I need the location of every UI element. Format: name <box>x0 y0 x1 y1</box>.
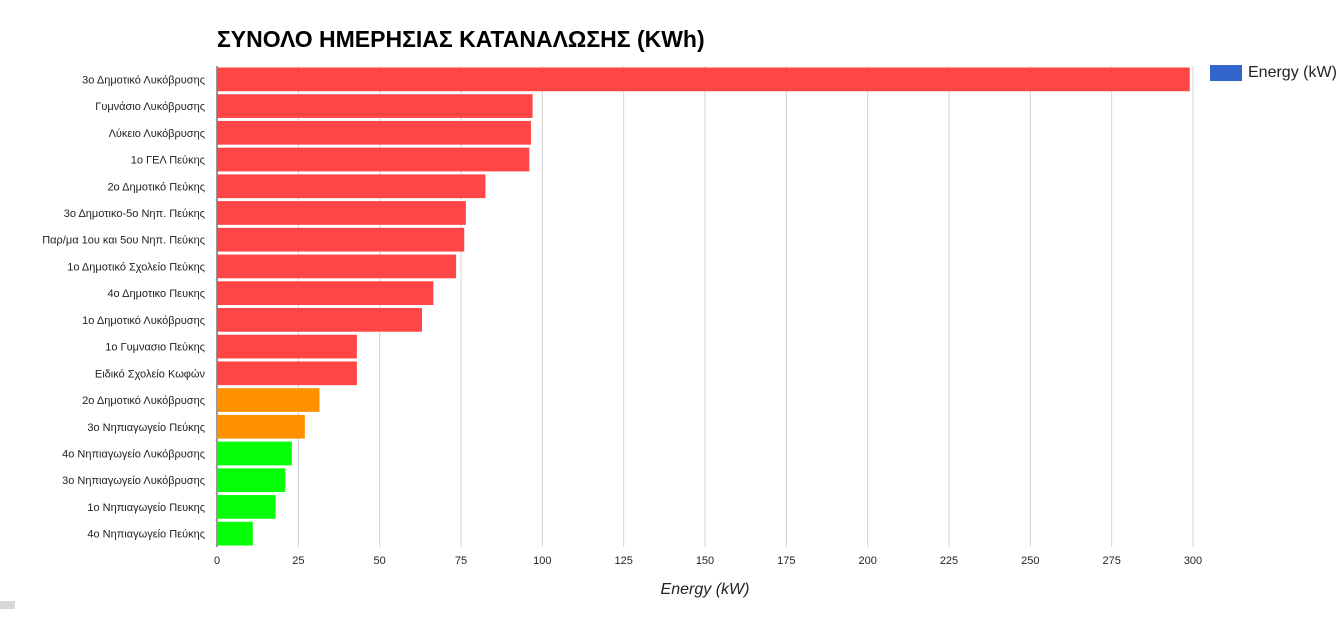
x-tick-label: 150 <box>696 555 714 567</box>
bar[interactable] <box>217 441 292 466</box>
category-label: Γυμνάσιο Λυκόβρυσης <box>95 101 205 113</box>
x-tick-label: 75 <box>455 555 467 567</box>
category-label: Ειδικό Σχολείο Κωφών <box>95 368 206 380</box>
x-tick-label: 225 <box>940 555 958 567</box>
category-label: 1ο Νηπιαγωγείο Πευκης <box>87 502 205 514</box>
x-tick-labels: 0 25 50 75 100 125 150 175 200 225 250 275 300 <box>214 555 1202 567</box>
bar[interactable] <box>217 120 531 145</box>
x-tick-label: 275 <box>1102 555 1120 567</box>
category-label: 4ο Νηπιαγωγείο Λυκόβρυσης <box>62 448 205 460</box>
category-label: 3ο Δημοτικο-5ο Νηπ. Πεύκης <box>64 208 205 220</box>
bar[interactable] <box>217 361 357 386</box>
legend[interactable]: Energy (kW) <box>1210 64 1337 82</box>
category-label: Παρ/μα 1ου και 5ου Νηπ. Πεύκης <box>42 235 205 247</box>
category-label: 3ο Δημοτικό Λυκόβρυσης <box>82 74 205 86</box>
x-axis-title: Energy (kW) <box>660 581 750 598</box>
bar[interactable] <box>217 468 286 493</box>
x-tick-label: 200 <box>858 555 876 567</box>
x-tick-label: 175 <box>777 555 795 567</box>
x-tick-label: 0 <box>214 555 220 567</box>
scroll-corner <box>0 601 15 609</box>
legend-swatch <box>1210 65 1242 81</box>
category-label: 4ο Δημοτικο Πευκης <box>107 288 205 300</box>
category-label: 2ο Δημοτικό Λυκόβρυσης <box>82 395 205 407</box>
chart-title: ΣΥΝΟΛΟ ΗΜΕΡΗΣΙΑΣ ΚΑΤΑΝΑΛΩΣΗΣ (KWh) <box>217 26 705 52</box>
bar[interactable] <box>217 521 253 546</box>
category-label: 1ο Δημοτικό Σχολείο Πεύκης <box>67 261 205 273</box>
bar[interactable] <box>217 147 530 172</box>
bar[interactable] <box>217 334 357 359</box>
category-label: 3ο Νηπιαγωγείο Πεύκης <box>87 422 205 434</box>
category-labels: 3ο Δημοτικό Λυκόβρυσης Γυμνάσιο Λυκόβρυση… <box>42 74 205 540</box>
x-tick-label: 100 <box>533 555 551 567</box>
category-label: 3ο Νηπιαγωγείο Λυκόβρυσης <box>62 475 205 487</box>
bar[interactable] <box>217 388 320 412</box>
category-label: 1ο Δημοτικό Λυκόβρυσης <box>82 315 205 327</box>
bar[interactable] <box>217 174 486 199</box>
x-tick-label: 125 <box>614 555 632 567</box>
x-tick-label: 300 <box>1184 555 1202 567</box>
bar[interactable] <box>217 281 434 305</box>
bar[interactable] <box>217 94 533 118</box>
bar[interactable] <box>217 414 305 439</box>
bars <box>217 67 1190 546</box>
bar[interactable] <box>217 201 466 225</box>
bar[interactable] <box>217 227 465 252</box>
category-label: 1ο Γυμνασιο Πεύκης <box>105 342 205 354</box>
category-label: 1ο ΓΕΛ Πεύκης <box>131 155 205 167</box>
category-label: Λύκειο Λυκόβρυσης <box>109 128 205 140</box>
bar[interactable] <box>217 67 1190 92</box>
legend-label: Energy (kW) <box>1248 64 1337 81</box>
bar[interactable] <box>217 254 457 279</box>
x-tick-label: 25 <box>292 555 304 567</box>
bar[interactable] <box>217 308 422 332</box>
gridlines <box>216 66 1194 547</box>
bar[interactable] <box>217 495 276 519</box>
x-tick-label: 250 <box>1021 555 1039 567</box>
category-label: 2ο Δημοτικό Πεύκης <box>107 181 205 193</box>
category-label: 4ο Νηπιαγωγείο Πεύκης <box>87 529 205 541</box>
x-tick-label: 50 <box>374 555 386 567</box>
